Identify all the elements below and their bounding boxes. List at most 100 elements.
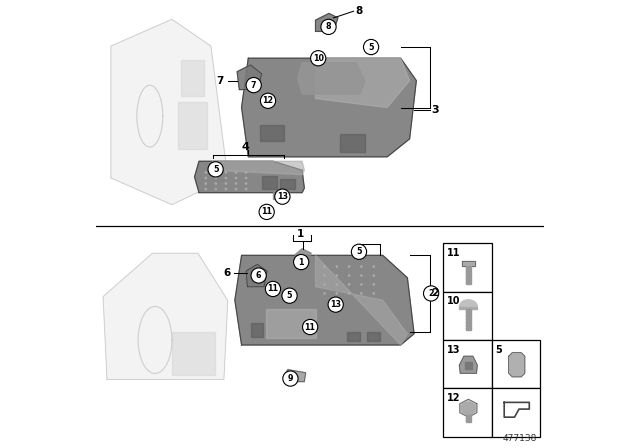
Polygon shape	[367, 332, 380, 341]
Text: 2: 2	[431, 289, 439, 298]
Circle shape	[214, 188, 217, 190]
Polygon shape	[460, 356, 477, 373]
Polygon shape	[460, 399, 477, 417]
Polygon shape	[266, 309, 316, 338]
FancyBboxPatch shape	[443, 292, 492, 340]
Text: 6: 6	[223, 268, 230, 278]
FancyBboxPatch shape	[443, 388, 492, 437]
Polygon shape	[172, 332, 215, 375]
Circle shape	[335, 292, 338, 295]
Text: 5: 5	[356, 247, 362, 256]
Polygon shape	[460, 300, 477, 307]
Circle shape	[348, 265, 351, 268]
Polygon shape	[466, 266, 470, 284]
FancyBboxPatch shape	[443, 243, 492, 292]
Circle shape	[204, 182, 207, 185]
Text: 12: 12	[262, 96, 273, 105]
Circle shape	[225, 171, 227, 174]
Circle shape	[225, 182, 227, 185]
Circle shape	[351, 244, 367, 259]
Circle shape	[303, 319, 317, 335]
Polygon shape	[246, 264, 267, 287]
Circle shape	[208, 162, 223, 177]
Polygon shape	[462, 261, 475, 266]
Text: 8: 8	[326, 22, 332, 31]
Polygon shape	[212, 161, 305, 175]
Circle shape	[372, 283, 375, 286]
Text: 10: 10	[313, 54, 324, 63]
Circle shape	[259, 204, 275, 220]
Circle shape	[335, 265, 338, 268]
Circle shape	[310, 51, 326, 66]
Text: 2: 2	[428, 289, 434, 298]
Polygon shape	[179, 102, 207, 149]
Text: 12: 12	[447, 393, 460, 403]
Circle shape	[321, 19, 336, 34]
Text: 11: 11	[447, 248, 460, 258]
Circle shape	[235, 177, 237, 179]
FancyBboxPatch shape	[492, 388, 540, 437]
Circle shape	[246, 78, 261, 93]
Circle shape	[235, 171, 237, 174]
Circle shape	[360, 265, 363, 268]
Polygon shape	[465, 362, 472, 369]
Polygon shape	[316, 58, 410, 108]
Circle shape	[323, 265, 326, 268]
Text: 5: 5	[213, 165, 218, 174]
Polygon shape	[280, 179, 296, 189]
Polygon shape	[316, 13, 338, 31]
Text: 11: 11	[305, 323, 316, 332]
Text: 10: 10	[447, 296, 460, 306]
FancyBboxPatch shape	[492, 340, 540, 388]
Circle shape	[244, 188, 248, 190]
Circle shape	[235, 188, 237, 190]
Polygon shape	[284, 370, 306, 382]
Text: 3: 3	[431, 105, 439, 115]
Text: 7: 7	[251, 81, 257, 90]
Polygon shape	[195, 161, 305, 193]
Polygon shape	[181, 60, 204, 95]
Text: 13: 13	[330, 300, 341, 309]
Polygon shape	[296, 249, 311, 262]
Circle shape	[214, 171, 217, 174]
Circle shape	[360, 292, 363, 295]
Polygon shape	[460, 307, 477, 309]
Text: 1: 1	[298, 258, 304, 267]
Polygon shape	[260, 125, 284, 141]
Text: 6: 6	[256, 271, 261, 280]
Circle shape	[282, 288, 297, 303]
Polygon shape	[111, 19, 228, 205]
Circle shape	[235, 182, 237, 185]
Text: 477138: 477138	[503, 434, 538, 443]
Polygon shape	[466, 309, 471, 330]
Text: 1: 1	[297, 229, 305, 239]
Text: 5: 5	[287, 291, 292, 300]
Circle shape	[214, 182, 217, 185]
Text: 5: 5	[495, 345, 502, 354]
Circle shape	[323, 274, 326, 277]
Text: 8: 8	[355, 6, 362, 16]
Circle shape	[424, 286, 438, 301]
Circle shape	[364, 39, 379, 55]
Polygon shape	[466, 408, 470, 422]
Polygon shape	[241, 58, 416, 157]
Circle shape	[372, 274, 375, 277]
Text: 13: 13	[277, 192, 288, 201]
Circle shape	[323, 292, 326, 295]
Text: 5: 5	[369, 43, 374, 52]
Polygon shape	[461, 402, 476, 414]
Polygon shape	[347, 332, 360, 341]
Circle shape	[244, 182, 248, 185]
FancyBboxPatch shape	[443, 340, 492, 388]
Circle shape	[204, 177, 207, 179]
Text: 4: 4	[241, 142, 249, 152]
Text: 13: 13	[447, 345, 460, 354]
Circle shape	[204, 171, 207, 174]
Circle shape	[372, 265, 375, 268]
Circle shape	[335, 274, 338, 277]
Circle shape	[225, 177, 227, 179]
Circle shape	[225, 188, 227, 190]
Polygon shape	[250, 323, 262, 337]
Circle shape	[348, 274, 351, 277]
Polygon shape	[316, 255, 407, 345]
